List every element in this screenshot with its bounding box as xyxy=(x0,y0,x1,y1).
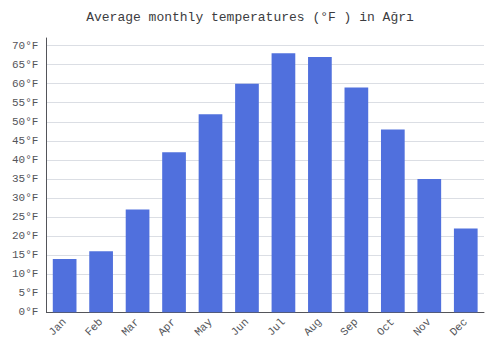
svg-text:Aug: Aug xyxy=(302,316,324,338)
svg-text:25°F: 25°F xyxy=(12,211,38,223)
svg-text:45°F: 45°F xyxy=(12,135,38,147)
svg-text:Sep: Sep xyxy=(338,316,360,338)
svg-text:70°F: 70°F xyxy=(12,40,38,52)
svg-text:Average monthly temperatures (: Average monthly temperatures (°F ) in Ağ… xyxy=(86,10,414,25)
svg-text:Mar: Mar xyxy=(119,316,141,338)
svg-text:Dec: Dec xyxy=(448,316,470,338)
svg-text:55°F: 55°F xyxy=(12,97,38,109)
svg-text:35°F: 35°F xyxy=(12,173,38,185)
svg-text:15°F: 15°F xyxy=(12,249,38,261)
svg-text:5°F: 5°F xyxy=(19,287,39,299)
svg-text:60°F: 60°F xyxy=(12,78,38,90)
svg-text:Jun: Jun xyxy=(229,316,251,338)
svg-text:Oct: Oct xyxy=(375,316,397,338)
svg-text:Jul: Jul xyxy=(265,316,287,338)
svg-text:Nov: Nov xyxy=(411,316,434,339)
svg-text:40°F: 40°F xyxy=(12,154,38,166)
svg-text:20°F: 20°F xyxy=(12,230,38,242)
svg-text:30°F: 30°F xyxy=(12,192,38,204)
svg-text:Feb: Feb xyxy=(83,316,105,338)
svg-text:65°F: 65°F xyxy=(12,59,38,71)
svg-text:May: May xyxy=(192,316,215,339)
svg-text:Jan: Jan xyxy=(46,316,68,338)
svg-text:10°F: 10°F xyxy=(12,268,38,280)
svg-text:0°F: 0°F xyxy=(19,306,39,318)
svg-text:50°F: 50°F xyxy=(12,116,38,128)
svg-text:Apr: Apr xyxy=(156,316,178,338)
